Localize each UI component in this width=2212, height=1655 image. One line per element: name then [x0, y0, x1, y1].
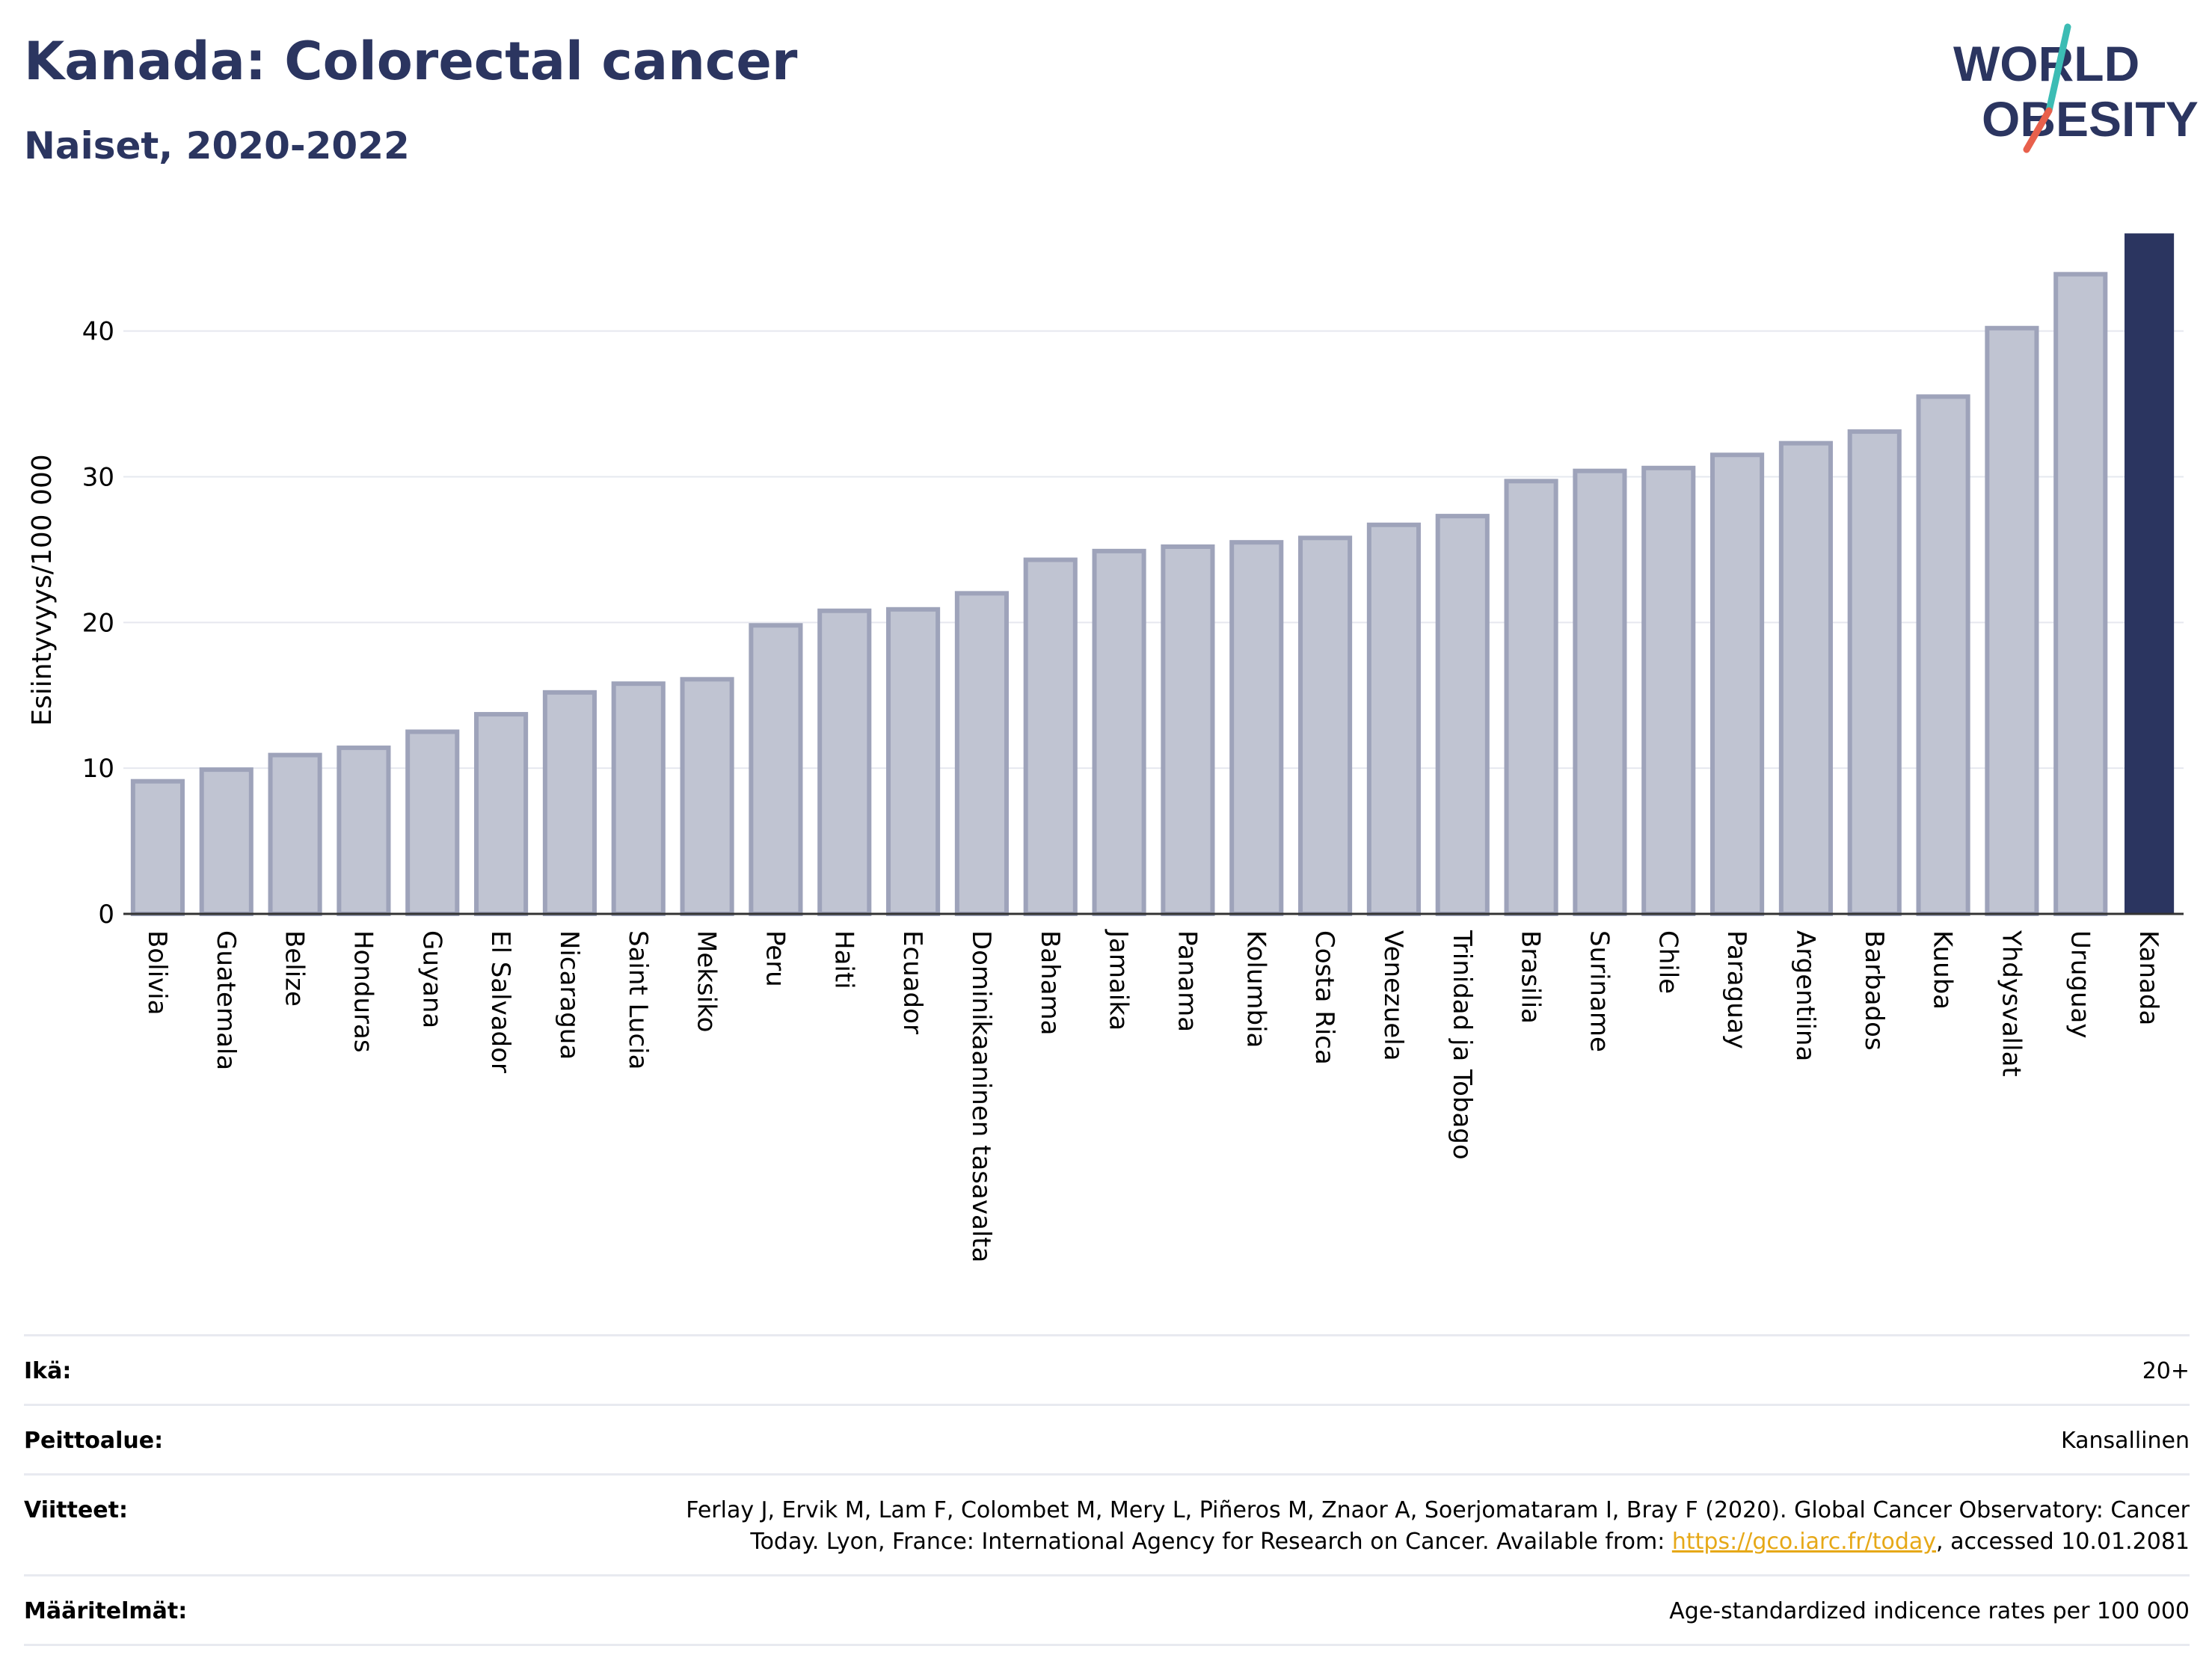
gridlines	[123, 330, 2184, 770]
bar-yhdysvallat	[1985, 325, 2039, 916]
x-tick-label: Kolumbia	[1241, 930, 1271, 1048]
meta-refs-line1: Ferlay J, Ervik M, Lam F, Colombet M, Me…	[686, 1497, 2190, 1523]
x-tick-label: Venezuela	[1378, 930, 1408, 1061]
meta-age-label: Ikä:	[24, 1358, 72, 1384]
world-obesity-logo: WORLD OBESITY	[1953, 23, 2199, 153]
logo-line2: OBESITY	[1982, 91, 2199, 147]
bar-trinidad-ja-tobago	[1435, 514, 1490, 916]
x-tick-label: Yhdysvallat	[1996, 930, 2026, 1077]
meta-refs-value: Ferlay J, Ervik M, Lam F, Colombet M, Me…	[218, 1495, 2190, 1558]
bar-bahama	[1023, 557, 1078, 916]
bar-panama	[1161, 544, 1215, 917]
x-tick-label: Paraguay	[1721, 930, 1751, 1049]
meta-row-coverage: Peittoalue: Kansallinen	[24, 1404, 2190, 1473]
bar-paraguay	[1710, 452, 1765, 916]
logo-slash-teal	[2045, 23, 2071, 114]
x-tick-label: Kanada	[2133, 930, 2163, 1025]
bar-jamaika	[1092, 548, 1146, 916]
x-tick-label: Chile	[1653, 930, 1683, 994]
y-tick-label: 0	[98, 900, 114, 930]
axes: 0 10 20 30 40 Bolivia Guatemala Belize Honduras G…	[82, 317, 2184, 1262]
bar-bolivia	[130, 779, 185, 916]
bar-guyana	[405, 729, 460, 916]
x-tick-label: Brasilia	[1516, 930, 1546, 1024]
meta-refs-link[interactable]: https://gco.iarc.fr/today	[1671, 1529, 1937, 1555]
bar-kuuba	[1916, 394, 1970, 916]
chart-title: Kanada: Colorectal cancer	[24, 31, 798, 92]
bar-ecuador	[886, 607, 941, 916]
x-tick-label: Ecuador	[897, 930, 927, 1034]
meta-refs-label: Viitteet:	[24, 1497, 128, 1523]
x-tick-label: Guatemala	[211, 930, 241, 1070]
x-tick-label: Panama	[1172, 930, 1202, 1032]
bar-brasilia	[1504, 479, 1558, 916]
x-tick-label: Barbados	[1859, 930, 1889, 1051]
x-tick-label: Dominikaaninen tasavalta	[966, 930, 996, 1262]
x-tick-label: Trinidad ja Tobago	[1447, 930, 1477, 1160]
bar-guatemala	[199, 767, 254, 916]
x-tick-label: Jamaika	[1104, 929, 1134, 1031]
bar-chile	[1641, 465, 1696, 916]
bar-haiti	[817, 608, 872, 916]
chart-subtitle: Naiset, 2020-2022	[24, 124, 410, 168]
bar-suriname	[1573, 468, 1627, 916]
x-tick-label: Nicaragua	[554, 930, 584, 1060]
bars	[130, 233, 2175, 917]
bar-peru	[749, 623, 803, 916]
y-tick-label: 40	[82, 317, 114, 347]
x-tick-label: Bolivia	[142, 930, 172, 1015]
logo-slash-red	[2023, 107, 2053, 153]
meta-row-references: Viitteet: Ferlay J, Ervik M, Lam F, Colo…	[24, 1473, 2190, 1574]
bar-venezuela	[1366, 522, 1421, 916]
x-tick-label: Honduras	[348, 930, 378, 1053]
meta-row-definitions: Määritelmät: Age-standardized indicence …	[24, 1574, 2190, 1646]
bar-barbados	[1847, 429, 1902, 916]
y-tick-label: 20	[82, 608, 114, 638]
meta-defs-label: Määritelmät:	[24, 1598, 188, 1624]
x-tick-label: Bahama	[1035, 930, 1065, 1036]
x-tick-label: Belize	[280, 930, 310, 1007]
x-tick-label: Haiti	[829, 930, 858, 989]
meta-row-age: Ikä: 20+	[24, 1334, 2190, 1404]
bar-el-salvador	[474, 712, 529, 917]
x-tick-label: Saint Lucia	[623, 930, 653, 1069]
y-tick-label: 30	[82, 462, 114, 492]
bar-chart: 0 10 20 30 40 Bolivia Guatemala Belize Honduras G…	[27, 233, 2184, 1262]
x-tick-label: Kuuba	[1928, 930, 1958, 1010]
x-tick-label: Guyana	[417, 930, 446, 1028]
meta-age-value: 20+	[2142, 1358, 2190, 1384]
y-axis-label: Esiintyvyys/100 000	[27, 454, 58, 725]
x-tick-label: Suriname	[1584, 930, 1614, 1052]
bar-argentiina	[1778, 440, 1833, 916]
bar-kolumbia	[1229, 540, 1284, 917]
x-tick-label: El Salvador	[485, 930, 515, 1073]
bar-belize	[268, 752, 322, 916]
x-tick-label: Costa Rica	[1309, 930, 1339, 1065]
meta-refs-line2-post: , accessed 10.01.2081	[1936, 1529, 2190, 1555]
bar-dominikaaninen-tasavalta	[954, 591, 1009, 917]
bar-costa-rica	[1298, 535, 1353, 916]
y-tick-label: 10	[82, 754, 114, 784]
x-tick-label: Uruguay	[2065, 930, 2095, 1039]
bar-meksiko	[680, 677, 734, 916]
meta-defs-value: Age-standardized indicence rates per 100…	[1669, 1598, 2190, 1624]
x-tick-label: Peru	[760, 930, 790, 987]
bar-honduras	[337, 745, 391, 916]
bar-uruguay	[2053, 271, 2108, 916]
metadata-table: Ikä: 20+ Peittoalue: Kansallinen Viittee…	[24, 1334, 2190, 1646]
meta-refs-line2-pre: Today. Lyon, France: International Agenc…	[750, 1529, 1672, 1555]
logo-line1: WORLD	[1953, 36, 2139, 91]
meta-coverage-value: Kansallinen	[2060, 1428, 2190, 1454]
bar-nicaragua	[542, 690, 597, 916]
x-tick-label: Meksiko	[692, 930, 722, 1032]
meta-coverage-label: Peittoalue:	[24, 1428, 164, 1454]
bar-saint-lucia	[611, 681, 666, 916]
bar-kanada	[2125, 233, 2175, 914]
x-tick-label: Argentiina	[1790, 930, 1820, 1061]
